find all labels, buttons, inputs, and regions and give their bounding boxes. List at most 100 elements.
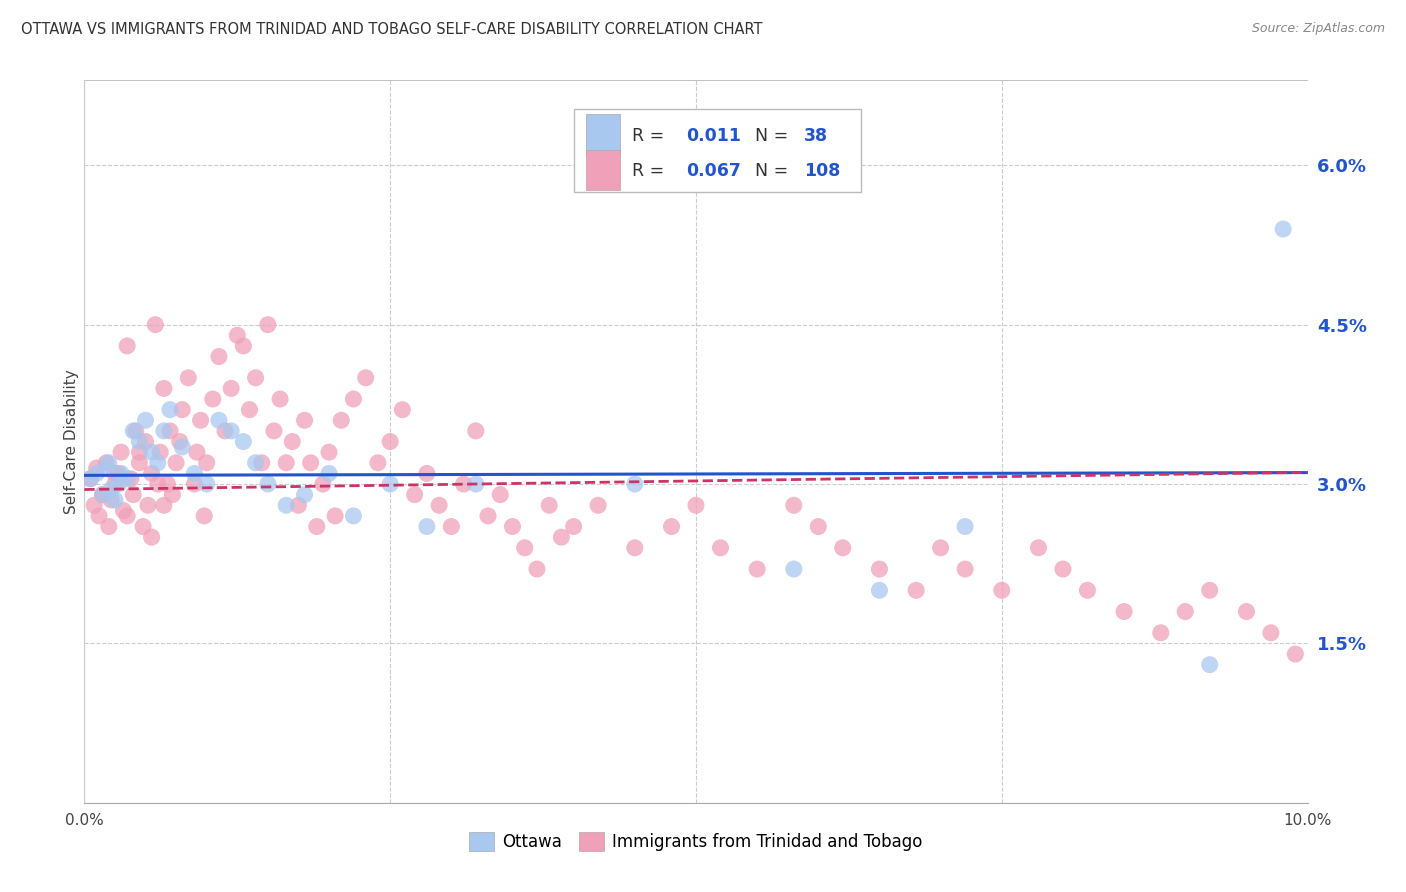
Point <box>276 456 298 470</box>
Point <box>624 477 647 491</box>
Point <box>107 477 129 491</box>
Point <box>991 583 1014 598</box>
Point <box>257 477 280 491</box>
Point <box>427 498 450 512</box>
Text: R =: R = <box>633 162 671 180</box>
Point <box>153 381 176 395</box>
Point <box>538 498 561 512</box>
Point <box>159 402 181 417</box>
Point <box>238 402 260 417</box>
Point <box>586 498 609 512</box>
Point <box>149 445 172 459</box>
Point <box>135 413 157 427</box>
Point <box>107 467 129 481</box>
Point <box>96 456 118 470</box>
Point <box>156 477 179 491</box>
Point <box>550 530 572 544</box>
Point <box>132 519 155 533</box>
Point <box>141 445 163 459</box>
Point <box>183 477 205 491</box>
Point <box>122 424 145 438</box>
Point <box>135 434 157 449</box>
Point <box>219 424 242 438</box>
Point <box>100 493 122 508</box>
Point <box>110 445 132 459</box>
Point <box>1284 647 1306 661</box>
Point <box>1174 605 1197 619</box>
Point <box>104 467 127 481</box>
Point <box>685 498 707 512</box>
Point <box>1052 562 1074 576</box>
Point <box>83 498 105 512</box>
Point <box>416 519 439 533</box>
Text: 0.011: 0.011 <box>686 127 741 145</box>
Point <box>214 424 236 438</box>
Point <box>122 488 145 502</box>
Point <box>464 424 486 438</box>
Point <box>367 456 389 470</box>
Point <box>232 339 254 353</box>
Point <box>953 562 976 576</box>
Point <box>91 488 114 502</box>
Point <box>294 488 316 502</box>
Point <box>513 541 536 555</box>
Point <box>195 477 218 491</box>
Point <box>91 488 114 502</box>
Point <box>136 498 159 512</box>
Point <box>153 498 176 512</box>
Point <box>110 467 132 481</box>
Point <box>342 392 364 406</box>
Point <box>86 467 108 481</box>
Point <box>281 434 304 449</box>
Point <box>1198 657 1220 672</box>
Point <box>91 488 114 502</box>
Point <box>489 488 512 502</box>
Point <box>276 498 298 512</box>
Point <box>193 508 215 523</box>
Point <box>177 371 200 385</box>
Text: N =: N = <box>755 127 793 145</box>
Point <box>330 413 353 427</box>
FancyBboxPatch shape <box>586 114 620 153</box>
Point <box>208 413 231 427</box>
Point <box>1114 605 1136 619</box>
Point <box>709 541 731 555</box>
Point <box>783 562 806 576</box>
Text: OTTAWA VS IMMIGRANTS FROM TRINIDAD AND TOBAGO SELF-CARE DISABILITY CORRELATION C: OTTAWA VS IMMIGRANTS FROM TRINIDAD AND T… <box>21 22 762 37</box>
Point <box>391 402 413 417</box>
Point <box>869 583 891 598</box>
Point <box>245 371 267 385</box>
Point <box>318 467 340 481</box>
Point <box>128 434 150 449</box>
Point <box>128 445 150 459</box>
Point <box>342 508 364 523</box>
Point <box>104 493 127 508</box>
Point <box>97 519 120 533</box>
Point <box>404 488 426 502</box>
Point <box>783 498 806 512</box>
Point <box>831 541 853 555</box>
Point <box>526 562 548 576</box>
Point <box>929 541 952 555</box>
Text: N =: N = <box>755 162 793 180</box>
Point <box>232 434 254 449</box>
Point <box>312 477 335 491</box>
Point <box>86 461 108 475</box>
Point <box>263 424 285 438</box>
Point <box>380 434 402 449</box>
Point <box>1236 605 1258 619</box>
Point <box>354 371 377 385</box>
Point <box>562 519 585 533</box>
Point <box>323 508 346 523</box>
Point <box>162 488 184 502</box>
Point <box>87 508 110 523</box>
Point <box>79 472 101 486</box>
Point <box>153 424 176 438</box>
Point <box>143 318 166 332</box>
Point <box>1150 625 1173 640</box>
Point <box>380 477 402 491</box>
Point <box>440 519 463 533</box>
Point <box>112 503 135 517</box>
Point <box>115 472 138 486</box>
Point <box>100 483 122 497</box>
